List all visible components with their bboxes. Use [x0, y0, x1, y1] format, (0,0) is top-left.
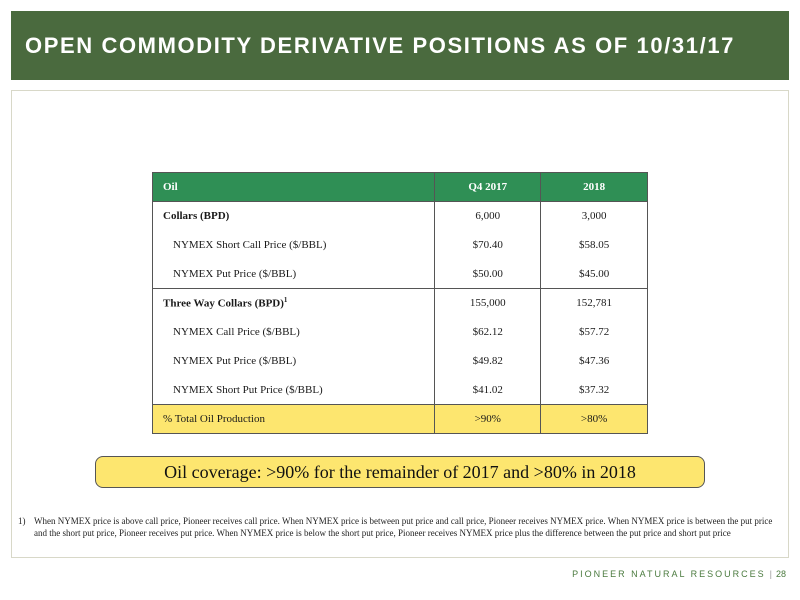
slide-footer: PIONEER NATURAL RESOURCES | 28: [572, 569, 786, 579]
footnote-text: When NYMEX price is above call price, Pi…: [34, 516, 773, 538]
cell-2018: 152,781: [540, 288, 648, 318]
row-label: NYMEX Put Price ($/BBL): [151, 346, 436, 376]
coverage-callout: Oil coverage: >90% for the remainder of …: [95, 456, 705, 488]
cell-q4-2017: $49.82: [434, 346, 542, 376]
footnote-number: 1): [18, 516, 26, 526]
slide-title: OPEN COMMODITY DERIVATIVE POSITIONS AS O…: [25, 33, 735, 58]
header-2018: 2018: [540, 172, 648, 202]
footer-separator: |: [769, 569, 772, 579]
content-frame: [11, 90, 789, 558]
table-row-short-put: NYMEX Short Put Price ($/BBL) $41.02 $37…: [151, 375, 648, 405]
table-row-three-way-collars: Three Way Collars (BPD)1 155,000 152,781: [151, 288, 648, 318]
cell-2018: 3,000: [540, 201, 648, 231]
cell-q4-2017: $41.02: [434, 375, 542, 405]
derivative-positions-table: Oil Q4 2017 2018 Collars (BPD) 6,000 3,0…: [151, 172, 648, 434]
cell-q4-2017: $50.00: [434, 259, 542, 289]
row-label: NYMEX Call Price ($/BBL): [151, 317, 436, 347]
table-row-put: NYMEX Put Price ($/BBL) $50.00 $45.00: [151, 259, 648, 289]
row-label: NYMEX Put Price ($/BBL): [151, 259, 436, 289]
row-label: Collars (BPD): [151, 201, 436, 231]
table-header-row: Oil Q4 2017 2018: [151, 172, 648, 202]
cell-2018: $58.05: [540, 230, 648, 260]
row-label-cell: Three Way Collars (BPD)1: [151, 288, 436, 318]
page-number: 28: [775, 569, 786, 579]
header-q4-2017: Q4 2017: [434, 172, 542, 202]
footnote: 1) When NYMEX price is above call price,…: [18, 515, 778, 539]
slide-header: OPEN COMMODITY DERIVATIVE POSITIONS AS O…: [11, 11, 789, 80]
table-row-put-2: NYMEX Put Price ($/BBL) $49.82 $47.36: [151, 346, 648, 376]
cell-2018: $57.72: [540, 317, 648, 347]
footnote-marker: 1: [283, 296, 288, 305]
cell-q4-2017: 155,000: [434, 288, 542, 318]
cell-q4-2017: 6,000: [434, 201, 542, 231]
table-row-call: NYMEX Call Price ($/BBL) $62.12 $57.72: [151, 317, 648, 347]
cell-2018: $47.36: [540, 346, 648, 376]
cell-q4-2017: >90%: [434, 404, 542, 434]
row-label: NYMEX Short Call Price ($/BBL): [151, 230, 436, 260]
cell-2018: $45.00: [540, 259, 648, 289]
cell-2018: $37.32: [540, 375, 648, 405]
table-row-collars: Collars (BPD) 6,000 3,000: [151, 201, 648, 231]
cell-2018: >80%: [540, 404, 648, 434]
table-row-total: % Total Oil Production >90% >80%: [151, 404, 648, 434]
company-name: PIONEER NATURAL RESOURCES: [572, 569, 766, 579]
cell-q4-2017: $70.40: [434, 230, 542, 260]
cell-q4-2017: $62.12: [434, 317, 542, 347]
row-label: % Total Oil Production: [151, 404, 436, 434]
header-oil: Oil: [151, 172, 436, 202]
row-label: NYMEX Short Put Price ($/BBL): [151, 375, 436, 405]
row-label: Three Way Collars (BPD): [163, 298, 284, 311]
table-row-short-call: NYMEX Short Call Price ($/BBL) $70.40 $5…: [151, 230, 648, 260]
